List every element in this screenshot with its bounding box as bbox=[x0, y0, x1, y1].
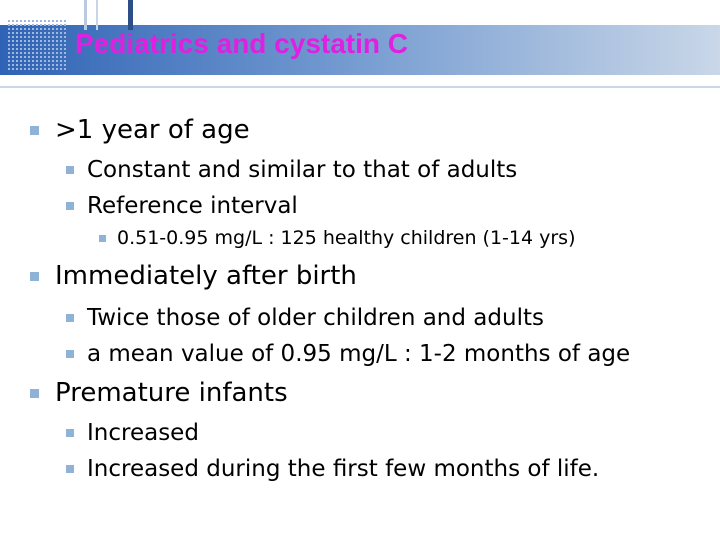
bullet-text: >1 year of age bbox=[55, 115, 250, 145]
bullet-text: Increased during the first few months of… bbox=[87, 456, 600, 482]
bullet bbox=[66, 350, 74, 358]
slide-title: Pediatrics and cystatin C bbox=[75, 28, 409, 59]
bullet-text: a mean value of 0.95 mg/L : 1-2 months o… bbox=[87, 341, 631, 367]
bullet bbox=[66, 429, 74, 437]
header-band bbox=[0, 0, 720, 88]
bullet bbox=[30, 271, 39, 281]
bullet-text: 0.51-0.95 mg/L : 125 healthy children (1… bbox=[117, 227, 576, 249]
bullet bbox=[66, 314, 74, 322]
bullet bbox=[99, 234, 106, 242]
bullet-text: Reference interval bbox=[87, 193, 298, 219]
bullet bbox=[66, 202, 74, 210]
bullet-text: Increased bbox=[87, 420, 199, 446]
bullet bbox=[66, 166, 74, 174]
bullet bbox=[66, 465, 74, 473]
bullet-text: Immediately after birth bbox=[55, 261, 357, 291]
bullet bbox=[30, 388, 39, 398]
bullet-text: Constant and similar to that of adults bbox=[87, 157, 518, 183]
bullet-text: Twice those of older children and adults bbox=[87, 305, 544, 331]
bullet-text: Premature infants bbox=[55, 378, 288, 408]
bullet bbox=[30, 125, 39, 135]
